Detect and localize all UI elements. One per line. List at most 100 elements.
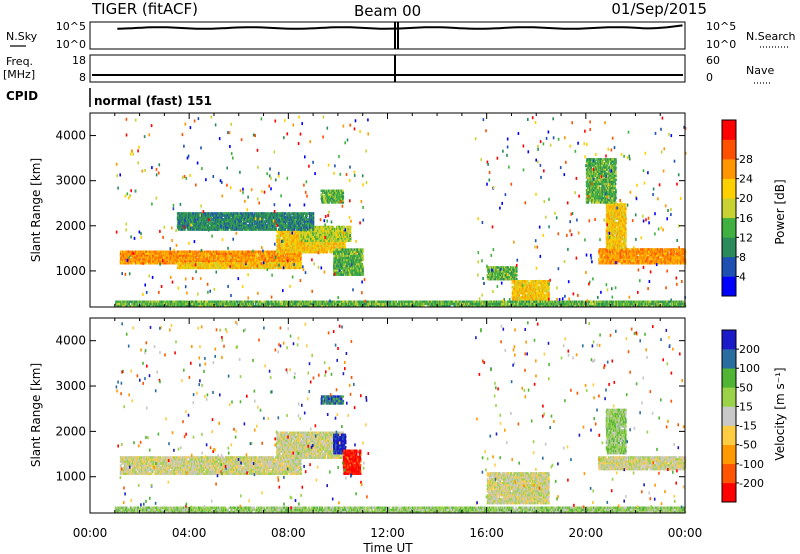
power-cell xyxy=(128,262,131,265)
power-cell xyxy=(122,252,125,255)
power-cell xyxy=(171,258,173,261)
power-cell xyxy=(344,246,347,250)
power-cell xyxy=(286,264,289,267)
power-cell xyxy=(278,234,281,237)
power-cell xyxy=(227,256,229,259)
power-cell xyxy=(335,246,337,250)
power-cell xyxy=(241,264,244,267)
power-cell xyxy=(294,240,297,243)
power-cell xyxy=(271,260,273,263)
power-cell xyxy=(297,238,299,241)
power-cell xyxy=(288,264,291,267)
power-cell xyxy=(284,256,286,259)
power-cell xyxy=(257,264,260,267)
power-cell xyxy=(293,242,295,246)
power-cell xyxy=(289,236,291,239)
power-cell xyxy=(308,233,311,237)
power-cell xyxy=(176,256,178,259)
power-cell xyxy=(142,252,145,255)
power-cell xyxy=(153,254,156,257)
power-cell xyxy=(201,262,203,265)
power-cell xyxy=(264,264,266,267)
power-cell xyxy=(261,254,264,257)
power-cell xyxy=(225,252,227,255)
power-cell xyxy=(173,254,175,257)
power-cell xyxy=(252,262,254,265)
power-cell xyxy=(329,244,331,248)
power-cell xyxy=(282,244,284,248)
power-cell xyxy=(176,254,179,257)
power-cell xyxy=(307,233,309,237)
power-cell xyxy=(288,230,291,233)
power-cell xyxy=(150,262,152,265)
power-cell xyxy=(206,262,208,265)
power-cell xyxy=(219,262,222,265)
power-cell xyxy=(300,252,302,255)
power-cell xyxy=(278,252,280,255)
power-cell xyxy=(190,256,192,259)
power-cell xyxy=(128,260,130,263)
power-cell xyxy=(298,260,301,263)
power-cell xyxy=(307,235,310,238)
power-cell xyxy=(273,266,276,270)
power-cell xyxy=(341,246,343,250)
power-cell xyxy=(127,252,129,255)
power-cell xyxy=(136,258,139,261)
power-cell xyxy=(149,252,152,255)
power-cell xyxy=(280,246,282,250)
power-cell xyxy=(323,250,325,254)
power-cell xyxy=(191,258,193,261)
power-cell xyxy=(209,258,211,261)
power-cell xyxy=(237,258,239,261)
power-cell xyxy=(144,262,146,265)
power-cell xyxy=(182,258,184,261)
power-cell xyxy=(270,256,273,259)
power-cell xyxy=(279,258,281,261)
power-cell xyxy=(322,244,325,248)
power-cell xyxy=(229,260,232,263)
power-cell xyxy=(301,239,303,242)
power-cell xyxy=(255,258,257,261)
power-cell xyxy=(182,256,184,259)
power-cell xyxy=(304,242,306,246)
power-cell xyxy=(163,258,165,261)
power-cell xyxy=(302,231,305,235)
power-cell xyxy=(283,244,285,248)
power-cell xyxy=(295,256,298,259)
power-cell xyxy=(180,252,183,255)
power-cell xyxy=(193,258,195,261)
power-cell xyxy=(278,254,281,257)
power-cell xyxy=(283,262,286,265)
power-cell xyxy=(285,264,287,267)
power-cell xyxy=(178,258,180,261)
power-cell xyxy=(316,242,318,246)
power-cell xyxy=(278,246,281,250)
power-cell xyxy=(194,254,197,257)
power-cell xyxy=(144,258,146,261)
power-cell xyxy=(269,266,272,270)
power-cell xyxy=(293,260,295,263)
power-cell xyxy=(264,254,267,257)
power-cell xyxy=(299,232,302,235)
power-cell xyxy=(222,256,225,259)
power-cell xyxy=(271,258,273,261)
power-cell xyxy=(132,254,134,257)
power-cell xyxy=(298,230,300,233)
nsky-tick-high: 10^5 xyxy=(56,20,86,33)
power-cell xyxy=(312,242,314,246)
power-cell xyxy=(215,266,218,270)
power-cell xyxy=(264,250,266,253)
power-cell xyxy=(234,258,236,261)
power-cell xyxy=(163,252,166,255)
power-cell xyxy=(182,254,185,257)
power-cell xyxy=(285,246,287,250)
power-cell xyxy=(233,266,235,270)
power-cell xyxy=(139,252,141,255)
power-cell xyxy=(263,264,265,267)
power-cell xyxy=(277,260,280,263)
power-cell xyxy=(235,258,237,261)
power-cell xyxy=(306,239,309,242)
power-cell xyxy=(168,254,171,257)
power-cell xyxy=(300,266,302,270)
power-cell xyxy=(191,260,194,263)
